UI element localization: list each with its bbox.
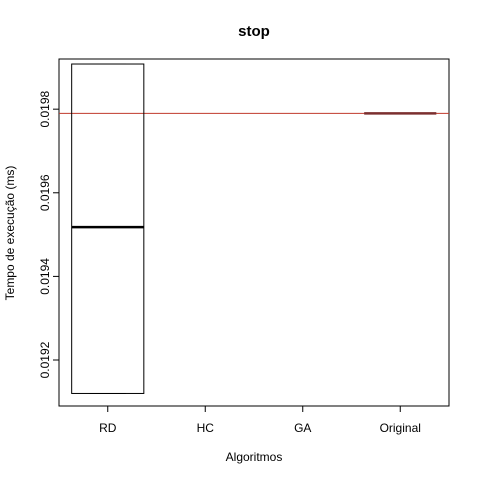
x-tick-label: GA xyxy=(294,421,311,435)
chart-marks xyxy=(59,63,449,394)
y-tick-label: 0.0192 xyxy=(38,341,52,378)
x-axis: RD HC GA Original xyxy=(99,406,421,435)
chart-title: stop xyxy=(238,23,270,40)
box-rd xyxy=(71,63,145,394)
plot-area xyxy=(58,58,450,407)
x-axis-label: Algoritmos xyxy=(226,450,283,464)
x-tick-label: HC xyxy=(197,421,215,435)
y-tick-label: 0.0196 xyxy=(38,174,52,211)
y-axis-label: Tempo de execução (ms) xyxy=(3,166,17,301)
y-tick-label: 0.0194 xyxy=(38,258,52,295)
x-tick-label: Original xyxy=(380,421,421,435)
y-tick-label: 0.0198 xyxy=(38,90,52,127)
x-tick-label: RD xyxy=(99,421,117,435)
y-axis: 0.0192 0.0194 0.0196 0.0198 xyxy=(38,90,59,378)
